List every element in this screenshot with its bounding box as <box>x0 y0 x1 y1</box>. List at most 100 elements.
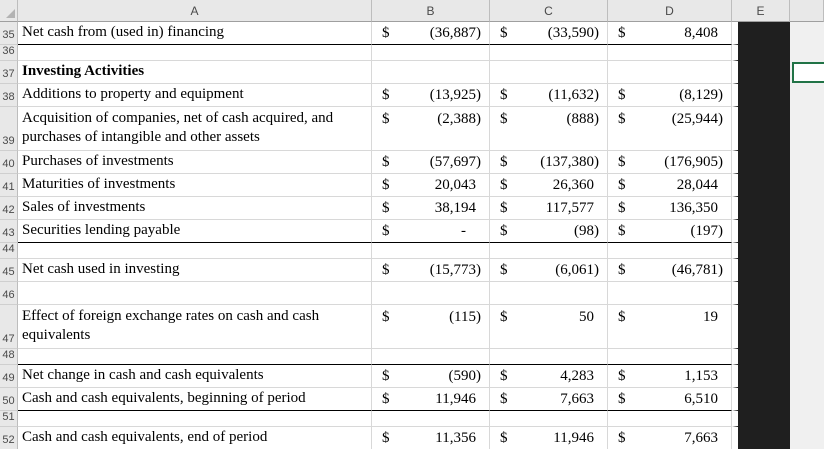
row-header-47[interactable]: 47 <box>0 305 18 349</box>
cell-E46[interactable] <box>732 282 790 305</box>
column-header-d[interactable]: D <box>608 0 732 22</box>
cell-A51[interactable] <box>18 411 372 427</box>
row-header-40[interactable]: 40 <box>0 151 18 174</box>
cell-F41[interactable] <box>790 174 824 197</box>
cell-F47[interactable] <box>790 305 824 349</box>
cell-B36[interactable] <box>372 45 490 61</box>
cell-B39[interactable]: $ (2,388) <box>372 107 490 151</box>
cell-B46[interactable] <box>372 282 490 305</box>
cell-A44[interactable] <box>18 243 372 259</box>
column-header-a[interactable]: A <box>18 0 372 22</box>
cell-B43[interactable]: $ - <box>372 220 490 243</box>
cell-F46[interactable] <box>790 282 824 305</box>
cell-A40[interactable]: Purchases of investments <box>18 151 372 174</box>
cell-B37[interactable] <box>372 61 490 84</box>
cell-E51[interactable] <box>732 411 790 427</box>
cell-E49[interactable] <box>732 365 790 388</box>
cell-B45[interactable]: $ (15,773) <box>372 259 490 282</box>
cell-C39[interactable]: $ (888) <box>490 107 608 151</box>
row-header-36[interactable]: 36 <box>0 45 18 61</box>
cell-B48[interactable] <box>372 349 490 365</box>
cell-C47[interactable]: $50 <box>490 305 608 349</box>
row-header-35[interactable]: 35 <box>0 22 18 45</box>
cell-D46[interactable] <box>608 282 732 305</box>
column-header-b[interactable]: B <box>372 0 490 22</box>
cell-D50[interactable]: $6,510 <box>608 388 732 411</box>
cell-C38[interactable]: $ (11,632) <box>490 84 608 107</box>
cell-A46[interactable] <box>18 282 372 305</box>
cell-E35[interactable] <box>732 22 790 45</box>
cell-C37[interactable] <box>490 61 608 84</box>
cell-B47[interactable]: $ (115) <box>372 305 490 349</box>
cell-D44[interactable] <box>608 243 732 259</box>
cell-E39[interactable] <box>732 107 790 151</box>
cell-D39[interactable]: $ (25,944) <box>608 107 732 151</box>
cell-B42[interactable]: $38,194 <box>372 197 490 220</box>
cell-D52[interactable]: $7,663 <box>608 427 732 449</box>
cell-F36[interactable] <box>790 45 824 61</box>
cell-B49[interactable]: $ (590) <box>372 365 490 388</box>
selected-cell[interactable] <box>792 62 824 83</box>
cell-C40[interactable]: $ (137,380) <box>490 151 608 174</box>
row-header-49[interactable]: 49 <box>0 365 18 388</box>
cell-F38[interactable] <box>790 84 824 107</box>
cell-C51[interactable] <box>490 411 608 427</box>
cell-A36[interactable] <box>18 45 372 61</box>
cell-D51[interactable] <box>608 411 732 427</box>
cell-E36[interactable] <box>732 45 790 61</box>
cell-A47[interactable]: Effect of foreign exchange rates on cash… <box>18 305 372 349</box>
cell-E48[interactable] <box>732 349 790 365</box>
cell-E47[interactable] <box>732 305 790 349</box>
cell-A43[interactable]: Securities lending payable <box>18 220 372 243</box>
column-header-e[interactable]: E <box>732 0 790 22</box>
cell-E45[interactable] <box>732 259 790 282</box>
cell-B40[interactable]: $ (57,697) <box>372 151 490 174</box>
row-header-46[interactable]: 46 <box>0 282 18 305</box>
cell-E38[interactable] <box>732 84 790 107</box>
cell-C50[interactable]: $7,663 <box>490 388 608 411</box>
cell-A41[interactable]: Maturities of investments <box>18 174 372 197</box>
cell-A42[interactable]: Sales of investments <box>18 197 372 220</box>
cell-B41[interactable]: $20,043 <box>372 174 490 197</box>
column-header-f[interactable] <box>790 0 824 22</box>
cell-D45[interactable]: $ (46,781) <box>608 259 732 282</box>
cell-B52[interactable]: $11,356 <box>372 427 490 449</box>
cell-A50[interactable]: Cash and cash equivalents, beginning of … <box>18 388 372 411</box>
cell-B51[interactable] <box>372 411 490 427</box>
cell-F45[interactable] <box>790 259 824 282</box>
cell-A49[interactable]: Net change in cash and cash equivalents <box>18 365 372 388</box>
cell-E52[interactable] <box>732 427 790 449</box>
cell-A37[interactable]: Investing Activities <box>18 61 372 84</box>
cell-D48[interactable] <box>608 349 732 365</box>
cell-F43[interactable] <box>790 220 824 243</box>
row-header-39[interactable]: 39 <box>0 107 18 151</box>
cell-C42[interactable]: $117,577 <box>490 197 608 220</box>
cell-F52[interactable] <box>790 427 824 449</box>
cell-D37[interactable] <box>608 61 732 84</box>
cell-F42[interactable] <box>790 197 824 220</box>
cell-A35[interactable]: Net cash from (used in) financing <box>18 22 372 45</box>
cell-C45[interactable]: $ (6,061) <box>490 259 608 282</box>
cell-E40[interactable] <box>732 151 790 174</box>
cell-B50[interactable]: $11,946 <box>372 388 490 411</box>
row-header-44[interactable]: 44 <box>0 243 18 259</box>
cell-D42[interactable]: $136,350 <box>608 197 732 220</box>
cell-D35[interactable]: $8,408 <box>608 22 732 45</box>
row-header-48[interactable]: 48 <box>0 349 18 365</box>
cell-D43[interactable]: $ (197) <box>608 220 732 243</box>
cell-D49[interactable]: $1,153 <box>608 365 732 388</box>
cell-D36[interactable] <box>608 45 732 61</box>
cell-A38[interactable]: Additions to property and equipment <box>18 84 372 107</box>
row-header-52[interactable]: 52 <box>0 427 18 449</box>
row-header-41[interactable]: 41 <box>0 174 18 197</box>
cell-E42[interactable] <box>732 197 790 220</box>
row-header-38[interactable]: 38 <box>0 84 18 107</box>
row-header-43[interactable]: 43 <box>0 220 18 243</box>
row-header-51[interactable]: 51 <box>0 411 18 427</box>
cell-E44[interactable] <box>732 243 790 259</box>
cell-C43[interactable]: $ (98) <box>490 220 608 243</box>
cell-B44[interactable] <box>372 243 490 259</box>
cell-F40[interactable] <box>790 151 824 174</box>
cell-E41[interactable] <box>732 174 790 197</box>
cell-F48[interactable] <box>790 349 824 365</box>
